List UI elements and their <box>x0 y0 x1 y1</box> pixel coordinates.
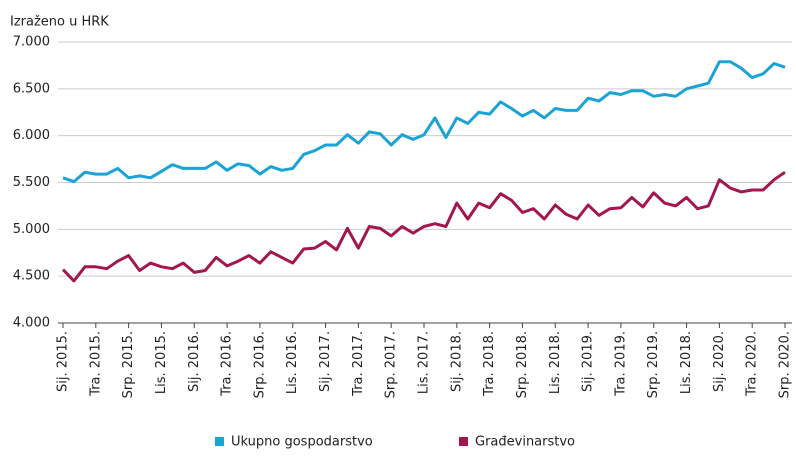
y-tick-label: 6.000 <box>13 128 50 143</box>
x-tick-label: Sij. 2020. <box>712 331 727 392</box>
y-tick-label: 7.000 <box>13 35 50 50</box>
y-tick-label: 5.500 <box>13 175 50 190</box>
x-tick-label: Lis. 2018. <box>548 331 563 394</box>
y-tick-label: 5.000 <box>13 222 50 237</box>
legend-label: Građevinarstvo <box>475 435 575 450</box>
x-tick-label: Tra. 2015. <box>88 331 103 397</box>
x-tick-label: Lis. 2017. <box>417 331 432 394</box>
y-tick-label: 6.500 <box>13 81 50 96</box>
x-tick-label: Srp. 2017. <box>384 331 399 398</box>
line <box>61 170 786 283</box>
x-tick-label: Lis. 2015. <box>154 331 169 394</box>
x-tick-label: Tra. 2016. <box>220 331 235 397</box>
line <box>62 60 786 184</box>
x-tick-label: Tra. 2017. <box>351 331 366 397</box>
y-tick-label: 4.000 <box>13 316 50 331</box>
x-tick-label: Tra. 2020. <box>745 331 760 397</box>
x-tick-label: Sij. 2015. <box>56 331 71 392</box>
x-tick-label: Tra. 2018. <box>482 331 497 397</box>
x-tick-label: Sij. 2018. <box>449 331 464 392</box>
x-tick-label: Tra. 2019. <box>613 331 628 397</box>
legend-swatch <box>215 437 224 446</box>
legend-swatch <box>459 437 468 446</box>
x-tick-label: Srp. 2016. <box>252 331 267 398</box>
x-tick-label: Srp. 2019. <box>646 331 661 398</box>
x-tick-label: Lis. 2016. <box>285 331 300 394</box>
legend-label: Ukupno gospodarstvo <box>231 435 373 450</box>
x-tick-label: Sij. 2016. <box>187 331 202 392</box>
x-tick-label: Srp. 2015. <box>121 331 136 398</box>
x-tick-label: Sij. 2019. <box>581 331 596 392</box>
x-tick-label: Srp. 2018. <box>515 331 530 398</box>
y-axis-label: Izraženo u HRK <box>10 15 109 30</box>
y-tick-label: 4.500 <box>13 269 50 284</box>
x-tick-label: Lis. 2018. <box>679 331 694 394</box>
x-tick-label: Sij. 2017. <box>318 331 333 392</box>
x-tick-label: Srp. 2020. <box>778 331 793 398</box>
